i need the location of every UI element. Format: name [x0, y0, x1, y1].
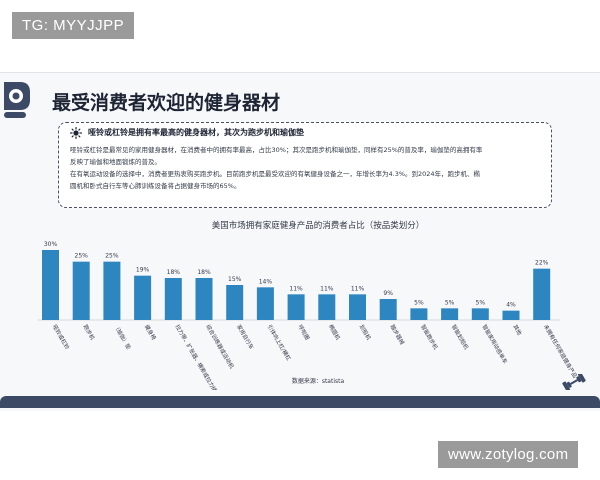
bar-value-label: 9% — [383, 290, 393, 297]
bar — [318, 294, 336, 320]
bar — [502, 310, 520, 320]
bar — [410, 308, 428, 320]
bar-value-label: 18% — [167, 269, 181, 276]
bar-value-label: 11% — [289, 285, 303, 292]
note-line: 圆机和卧式自行车等心肺训练设备将占据健身市场的65%。 — [70, 182, 241, 190]
bar-value-label: 25% — [105, 253, 119, 260]
bottom-right-watermark: www.zotylog.com — [438, 441, 579, 468]
category-label: 呼啦圈 — [296, 323, 311, 342]
note-line: 在有氧运动设备的选择中，消费者更热衷购买跑步机。目前跑步机是最受欢迎的有氧健身设… — [70, 170, 481, 178]
card-bottom-bar — [0, 396, 600, 408]
bar — [103, 261, 121, 320]
bar — [287, 294, 305, 320]
sun-icon — [70, 127, 82, 139]
category-label: 其他 — [511, 323, 524, 337]
bar — [72, 261, 90, 320]
bar — [164, 278, 182, 320]
bar-value-label: 18% — [197, 269, 211, 276]
category-label: （瑜伽）垫 — [112, 323, 133, 351]
note-line: 哑铃或杠铃是最常见的家用健身器材，在消费者中的拥有率最高，占比30%；其次是跑步… — [70, 146, 483, 154]
bar-value-label: 25% — [75, 253, 89, 260]
bar-value-label: 11% — [320, 285, 334, 292]
bar — [379, 299, 397, 320]
bar-value-label: 19% — [136, 267, 150, 274]
category-label: 智能划船机 — [450, 323, 471, 351]
bar-chart: 美国市场拥有家庭健身产品的消费者占比（按品类划分） 30% 25% 25% 19% 18… — [38, 220, 579, 390]
note-heading: 哑铃或杠铃是拥有率最高的健身器材，其次为跑步机和瑜伽垫 — [88, 128, 304, 137]
category-label: 哑铃或杠铃 — [51, 323, 72, 351]
category-label: 健身椅 — [143, 323, 158, 342]
bar-value-label: 15% — [228, 276, 242, 283]
bar — [226, 285, 244, 320]
category-label: 引体向上杠/横杠 — [266, 323, 293, 362]
bar — [42, 250, 59, 320]
bar — [471, 308, 489, 320]
bar — [533, 268, 551, 320]
bar — [134, 275, 152, 320]
bar-value-label: 5% — [414, 299, 424, 306]
bar-value-label: 22% — [535, 260, 549, 267]
category-label: 椭圆机 — [327, 323, 342, 342]
category-label: 家用自行车 — [235, 323, 256, 351]
page-title: 最受消费者欢迎的健身器材 — [52, 92, 281, 114]
dumbbell-icon — [562, 374, 586, 390]
note-body: 哑铃或杠铃是最常见的家用健身器材，在消费者中的拥有率最高，占比30%；其次是跑步… — [70, 144, 546, 192]
bar-value-label: 11% — [351, 285, 365, 292]
bar — [256, 287, 274, 320]
bar-value-label: 14% — [259, 278, 273, 285]
chart-source: 数据来源：statista — [292, 377, 345, 385]
category-label: 划船机 — [358, 323, 373, 342]
bar — [441, 308, 459, 320]
category-label: 跑步机 — [81, 323, 96, 342]
category-label: 踏步器械 — [388, 323, 406, 346]
note-box — [58, 122, 552, 208]
bar-value-label: 5% — [445, 299, 455, 306]
bar-value-label: 4% — [506, 302, 516, 309]
category-label: 综合训练器或运动机 — [204, 323, 236, 370]
top-left-watermark: TG: MYYJJPP — [12, 12, 135, 39]
note-line: 反映了瑜伽和地面锻炼的普及。 — [70, 158, 161, 166]
chart-title: 美国市场拥有家庭健身产品的消费者占比（按品类划分） — [212, 220, 425, 231]
bar — [195, 278, 213, 320]
fitness-logo-icon — [4, 82, 30, 118]
category-label: 未拥有任何家庭健身产品 — [542, 323, 579, 380]
category-label: 智能跑步机 — [419, 323, 440, 351]
bar-value-label: 5% — [476, 299, 486, 306]
category-label: 智能家用动感单车 — [481, 323, 510, 366]
bar-value-label: 30% — [44, 241, 58, 248]
bar — [349, 294, 366, 320]
